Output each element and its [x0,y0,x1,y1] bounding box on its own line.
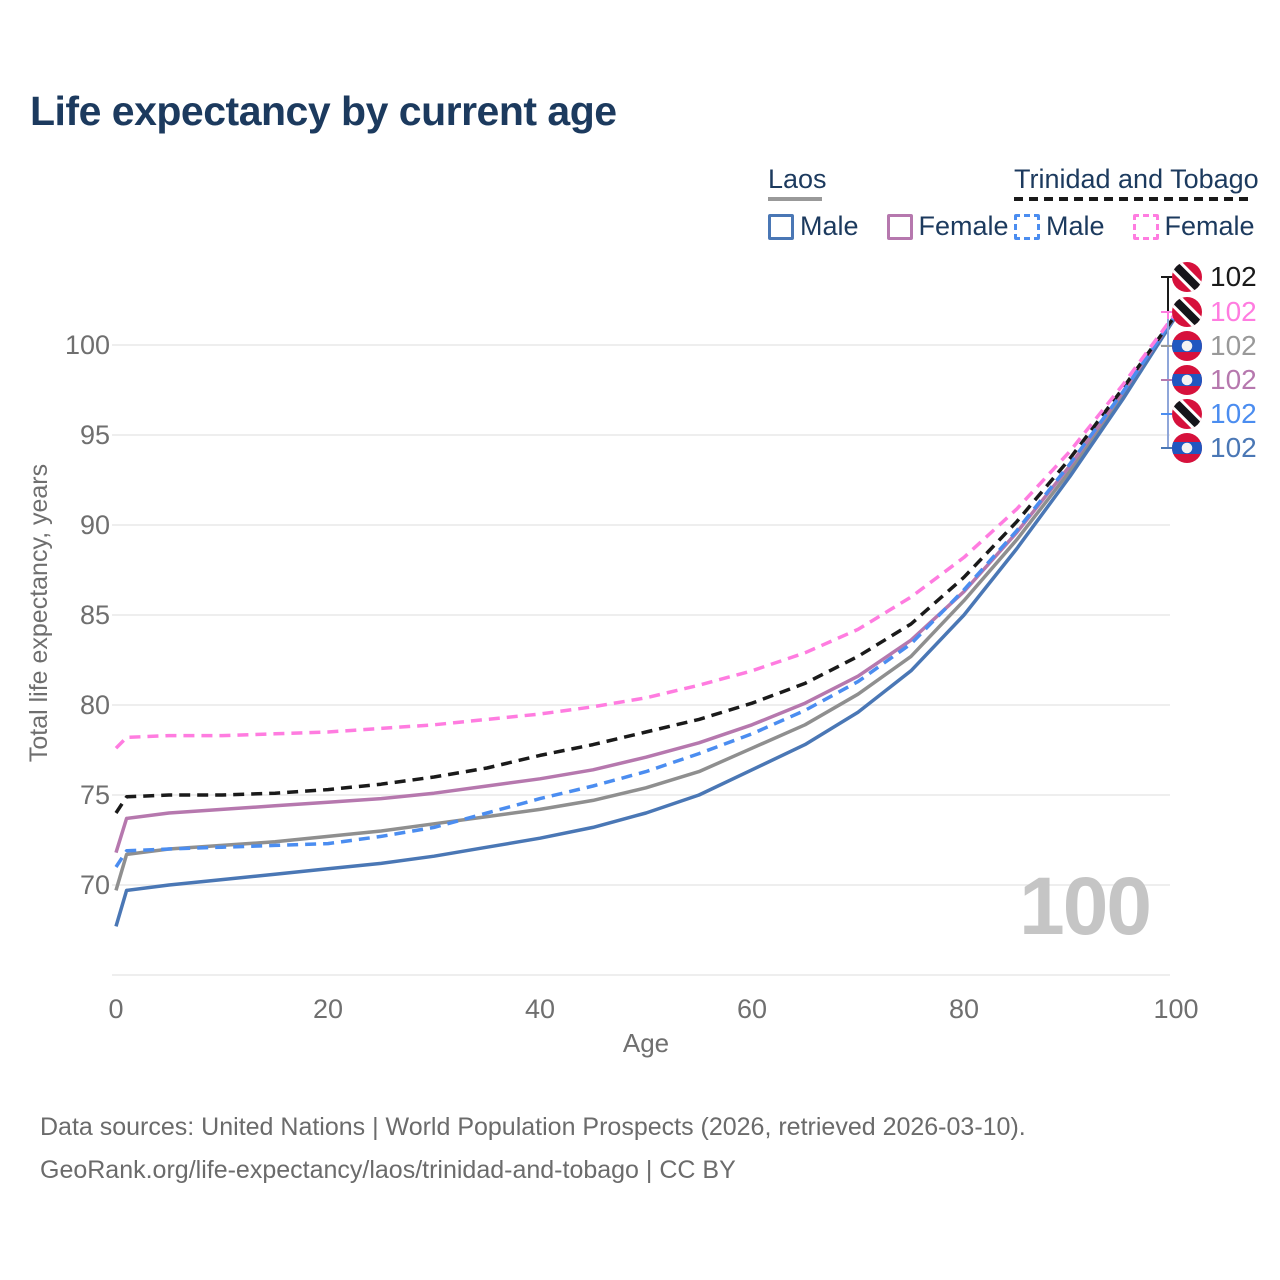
laos-female-swatch-icon [886,213,913,240]
endpoint-row-tt-both: 102 [1172,262,1257,292]
endpoint-row-laos-male: 102 [1172,433,1257,463]
legend-item-tt-female[interactable]: Female [1132,211,1255,242]
legend-item-laos-male[interactable]: Male [768,211,859,242]
tt-male-swatch-icon [1014,213,1040,240]
y-axis-title: Total life expectancy, years [25,463,53,763]
legend-label-tt-male: Male [1046,211,1105,241]
footer: Data sources: United Nations | World Pop… [40,1106,1026,1192]
legend-label-laos-male: Male [800,211,859,241]
footer-data-sources: Data sources: United Nations | World Pop… [40,1113,1026,1141]
legend-laos-line-key [768,197,822,201]
y-tick-95: 95 [79,420,110,450]
x-tick-80: 80 [948,994,980,1024]
endpoint-row-tt-male: 102 [1172,399,1257,429]
endpoint-value: 102 [1210,398,1257,429]
x-tick-100: 100 [1153,994,1199,1024]
y-tick-100: 100 [64,330,110,360]
laos-flag-icon [1172,365,1202,395]
x-axis-title: Age [622,1028,670,1058]
x-tick-40: 40 [524,994,556,1024]
endpoint-row-laos-both: 102 [1172,331,1257,361]
y-tick-70: 70 [79,870,110,900]
legend-group-laos-label[interactable]: Laos [768,164,827,194]
y-tick-85: 85 [79,600,110,630]
endpoint-value: 102 [1210,296,1257,327]
trinidad-and-tobago-flag-icon [1172,297,1202,327]
laos-flag-icon [1172,433,1202,463]
endpoint-row-tt-female: 102 [1172,297,1257,327]
endpoint-value: 102 [1210,432,1257,463]
chart-title: Life expectancy by current age [30,88,617,134]
endpoint-value: 102 [1210,261,1257,292]
series-line-tt-male [114,313,1178,868]
legend-label-laos-female: Female [918,211,1009,241]
laos-flag-icon [1172,331,1202,361]
x-tick-20: 20 [312,994,344,1024]
endpoint-row-laos-female: 102 [1172,365,1257,395]
y-tick-80: 80 [79,690,110,720]
tt-female-swatch-icon [1132,213,1159,240]
legend-group-laos: Laos Male Female [768,164,1009,242]
x-tick-60: 60 [736,994,768,1024]
endpoint-value: 102 [1210,364,1257,395]
series-line-tt-both [114,313,1178,814]
x-tick-0: 0 [108,994,124,1024]
trinidad-and-tobago-flag-icon [1172,262,1202,292]
series-line-laos-female [114,313,1178,854]
endpoint-value: 102 [1210,330,1257,361]
footer-attribution: GeoRank.org/life-expectancy/laos/trinida… [40,1156,736,1184]
series-line-laos-both [114,315,1178,891]
series-line-laos-male [114,315,1178,927]
legend-group-tt-label[interactable]: Trinidad and Tobago [1014,164,1259,194]
y-tick-90: 90 [79,510,110,540]
legend-label-tt-female: Female [1164,211,1255,241]
age-counter-watermark: 100 [1019,861,1152,952]
legend-item-tt-male[interactable]: Male [1014,211,1105,242]
legend-item-laos-female[interactable]: Female [886,211,1009,242]
trinidad-and-tobago-flag-icon [1172,399,1202,429]
series-line-tt-female [114,311,1178,750]
y-tick-75: 75 [79,780,110,810]
laos-male-swatch-icon [768,213,794,240]
legend-tt-line-key [1014,197,1248,201]
legend-group-trinidad-and-tobago: Trinidad and Tobago Male Female [1014,164,1259,242]
